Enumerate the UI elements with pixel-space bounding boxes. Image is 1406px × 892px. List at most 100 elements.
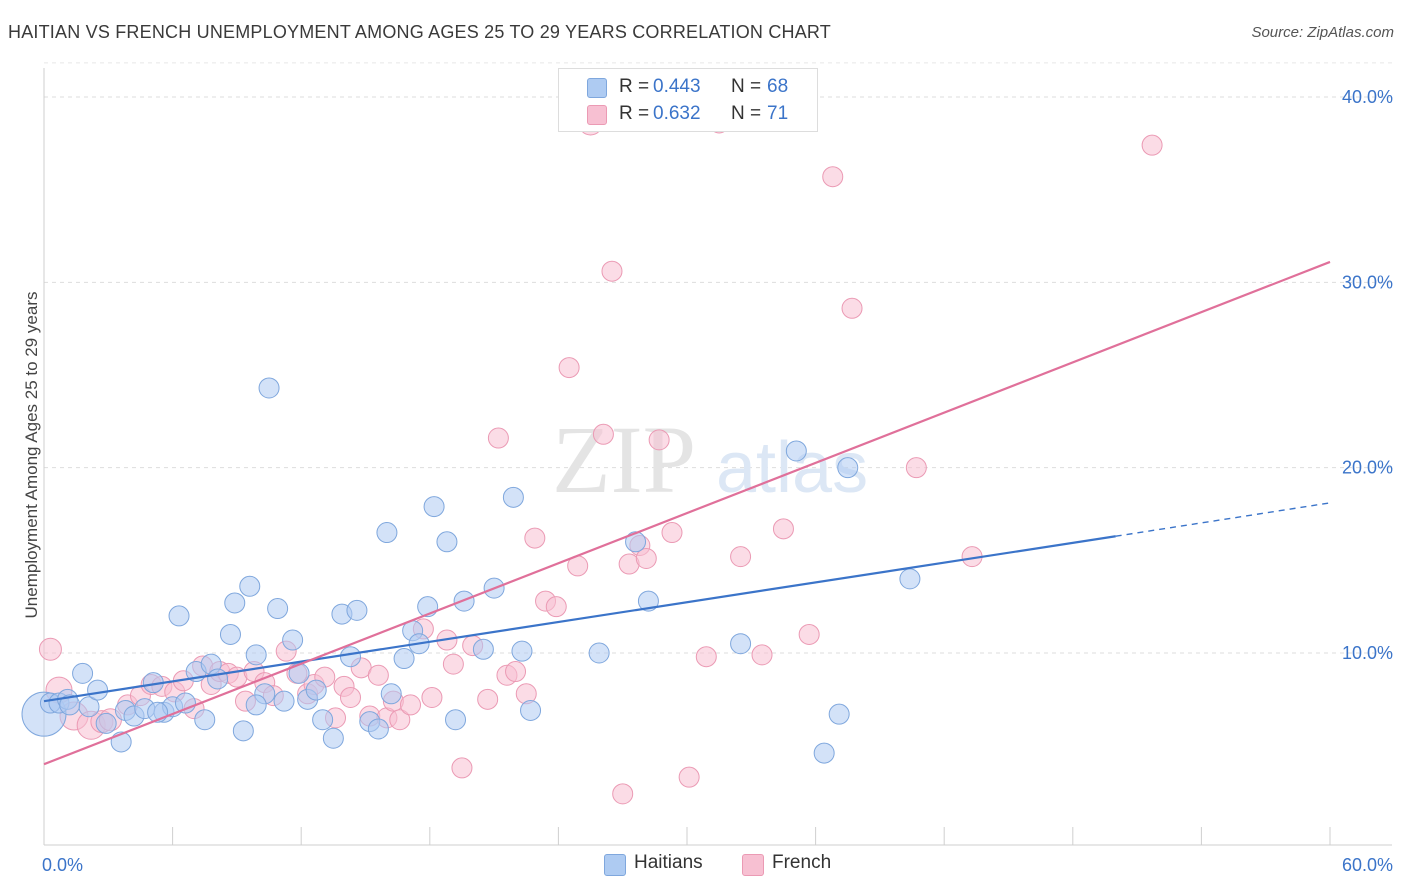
data-point (502, 486, 524, 508)
data-point (194, 709, 216, 731)
data-point (393, 648, 415, 670)
data-point (346, 599, 368, 621)
data-point (524, 527, 546, 549)
data-point (245, 644, 267, 666)
data-point (1141, 134, 1163, 156)
watermark-zip: ZIP (552, 406, 696, 513)
data-point (436, 531, 458, 553)
trend-lines (43, 260, 1331, 766)
legend-label: French (772, 852, 832, 873)
data-point (380, 683, 402, 705)
data-point (588, 642, 610, 664)
data-point (625, 531, 647, 553)
x-tick-label: 0.0% (42, 855, 83, 875)
data-point (601, 260, 623, 282)
data-point (813, 742, 835, 764)
data-point (207, 668, 229, 690)
n-label: N = (731, 76, 762, 97)
data-point (798, 623, 820, 645)
data-point (423, 496, 445, 518)
legend-label: Haitians (634, 852, 703, 873)
data-point (400, 694, 422, 716)
data-point (612, 783, 634, 805)
data-point (224, 592, 246, 614)
y-axis-label: Unemployment Among Ages 25 to 29 years (22, 291, 41, 619)
y-tick-label: 20.0% (1342, 458, 1393, 478)
data-point (72, 662, 94, 684)
data-point (637, 590, 659, 612)
data-point (905, 457, 927, 479)
gridlines (44, 62, 1392, 654)
french-trend-line (43, 260, 1331, 766)
data-point (472, 638, 494, 660)
data-point (239, 575, 261, 597)
r-label: R = (619, 103, 650, 124)
data-point (267, 598, 289, 620)
haitians-trend-line (43, 535, 1116, 703)
data-point (219, 623, 241, 645)
data-point (451, 757, 473, 779)
data-point (772, 518, 794, 540)
french-swatch (742, 854, 764, 876)
data-point (288, 662, 310, 684)
data-point (661, 522, 683, 544)
data-point (442, 653, 464, 675)
data-point (730, 633, 752, 655)
data-point (822, 166, 844, 188)
data-point (445, 709, 467, 731)
r-value: 0.443 (653, 76, 701, 97)
data-point (322, 727, 344, 749)
data-point (95, 712, 117, 734)
data-point (273, 690, 295, 712)
y-tick-label: 10.0% (1342, 643, 1393, 663)
data-point (751, 644, 773, 666)
data-point (168, 605, 190, 627)
haitians-points (21, 377, 921, 764)
data-point (339, 646, 361, 668)
data-point (389, 709, 411, 731)
data-point (511, 640, 533, 662)
data-point (38, 637, 62, 661)
data-point (477, 688, 499, 710)
data-point (695, 646, 717, 668)
source-credit: Source: ZipAtlas.com (1251, 24, 1394, 41)
data-point (505, 661, 527, 683)
y-tick-label: 30.0% (1342, 272, 1393, 292)
stats-legend: R = 0.443 N = 68 R = 0.632 N = 71 (558, 68, 818, 132)
r-value: 0.632 (653, 103, 701, 124)
data-point (367, 718, 389, 740)
y-tick-label: 40.0% (1342, 87, 1393, 107)
data-point (730, 546, 752, 568)
n-label: N = (731, 103, 762, 124)
data-point (305, 679, 327, 701)
data-point (837, 457, 859, 479)
haitians-swatch (587, 78, 607, 98)
r-label: R = (619, 76, 650, 97)
french-swatch (587, 105, 607, 125)
haitians-trend-extension (1115, 502, 1331, 537)
n-value: 71 (767, 103, 789, 124)
data-point (841, 297, 863, 319)
haitians-swatch (604, 854, 626, 876)
data-point (245, 694, 267, 716)
data-point (558, 357, 580, 379)
data-point (376, 522, 398, 544)
data-point (87, 679, 109, 701)
data-point (592, 423, 614, 445)
data-point (421, 686, 443, 708)
data-point (520, 699, 542, 721)
data-point (899, 568, 921, 590)
data-point (678, 766, 700, 788)
data-point (312, 709, 334, 731)
watermark: ZIP atlas (552, 406, 868, 513)
x-tick-label: 60.0% (1342, 855, 1393, 875)
data-point (635, 547, 657, 569)
data-point (487, 427, 509, 449)
data-point (258, 377, 280, 399)
data-point (545, 596, 567, 618)
data-point (282, 629, 304, 651)
data-point (785, 440, 807, 462)
data-point (232, 720, 254, 742)
data-point (339, 686, 361, 708)
